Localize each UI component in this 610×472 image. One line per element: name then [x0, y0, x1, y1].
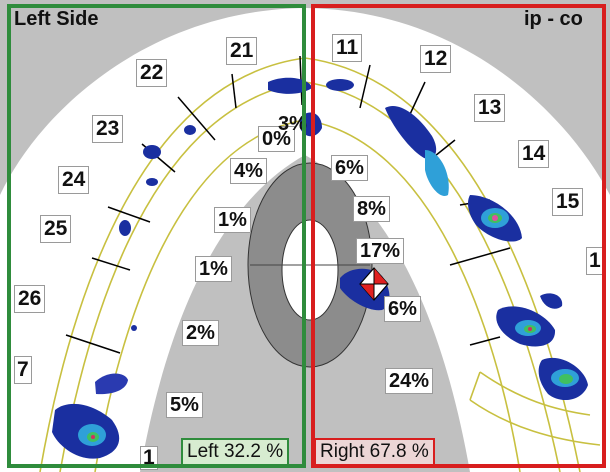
- force-percent-16: 24%: [385, 368, 434, 394]
- tooth-label-15: 15: [552, 188, 584, 216]
- tooth-label-23: 23: [92, 115, 124, 143]
- tooth-label-22: 22: [136, 59, 168, 87]
- force-center-marker: [359, 267, 389, 301]
- force-percent-14: 17%: [356, 238, 405, 264]
- left-side-title: Left Side: [14, 8, 99, 30]
- right-side-title: ip - co: [524, 8, 583, 30]
- force-percent-11: 3%: [278, 113, 307, 135]
- arch-band: [0, 8, 610, 472]
- force-percent-23: 1%: [214, 207, 251, 233]
- left-side-panel[interactable]: [7, 4, 306, 468]
- right-side-panel[interactable]: [311, 4, 606, 468]
- tooth-label-11: 11: [332, 34, 363, 62]
- force-percent-22: 4%: [230, 158, 267, 184]
- tooth-label-25: 25: [40, 215, 72, 243]
- tooth-label-13: 13: [474, 94, 506, 122]
- force-percent-15: 6%: [384, 296, 421, 322]
- right-total-percent: Right 67.8 %: [314, 438, 435, 466]
- tooth-label-12: 12: [420, 45, 452, 73]
- tooth-label-26: 26: [14, 285, 46, 313]
- force-percent-12: 6%: [331, 155, 368, 181]
- left-total-percent: Left 32.2 %: [181, 438, 290, 466]
- tooth-label-24: 24: [58, 166, 90, 194]
- force-percent-26: 5%: [166, 392, 203, 418]
- tooth-label-14: 14: [518, 140, 550, 168]
- tooth-label-27: 7: [14, 356, 32, 384]
- force-percent-21: 0%: [258, 126, 295, 152]
- force-percent-24: 1%: [195, 256, 232, 282]
- force-percent-13: 8%: [353, 196, 390, 222]
- tooth-label-21: 21: [226, 37, 258, 65]
- force-percent-25: 2%: [182, 320, 219, 346]
- center-oval-inner: [281, 219, 339, 321]
